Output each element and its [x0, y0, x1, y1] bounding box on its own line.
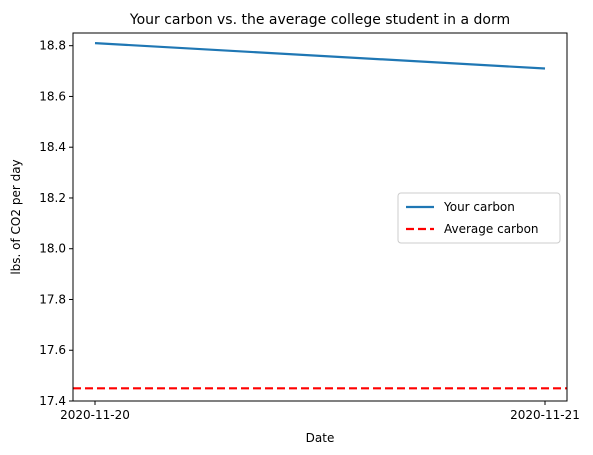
- y-tick-label: 17.8: [39, 292, 66, 306]
- x-axis-label: Date: [306, 431, 335, 445]
- y-tick-label: 18.4: [39, 140, 66, 154]
- x-tick-label: 2020-11-20: [60, 408, 130, 422]
- y-tick-label: 18.0: [39, 242, 66, 256]
- legend-label: Average carbon: [444, 222, 539, 236]
- legend-label: Your carbon: [443, 200, 515, 214]
- legend: Your carbon Average carbon: [398, 193, 560, 243]
- y-tick-label: 18.6: [39, 89, 66, 103]
- x-tick-label: 2020-11-21: [510, 408, 580, 422]
- y-axis-label: lbs. of CO2 per day: [9, 159, 23, 274]
- y-tick-label: 17.4: [39, 394, 66, 408]
- y-tick-label: 17.6: [39, 343, 66, 357]
- y-tick-label: 18.8: [39, 39, 66, 53]
- y-tick-label: 18.2: [39, 191, 66, 205]
- chart-title: Your carbon vs. the average college stud…: [129, 12, 510, 28]
